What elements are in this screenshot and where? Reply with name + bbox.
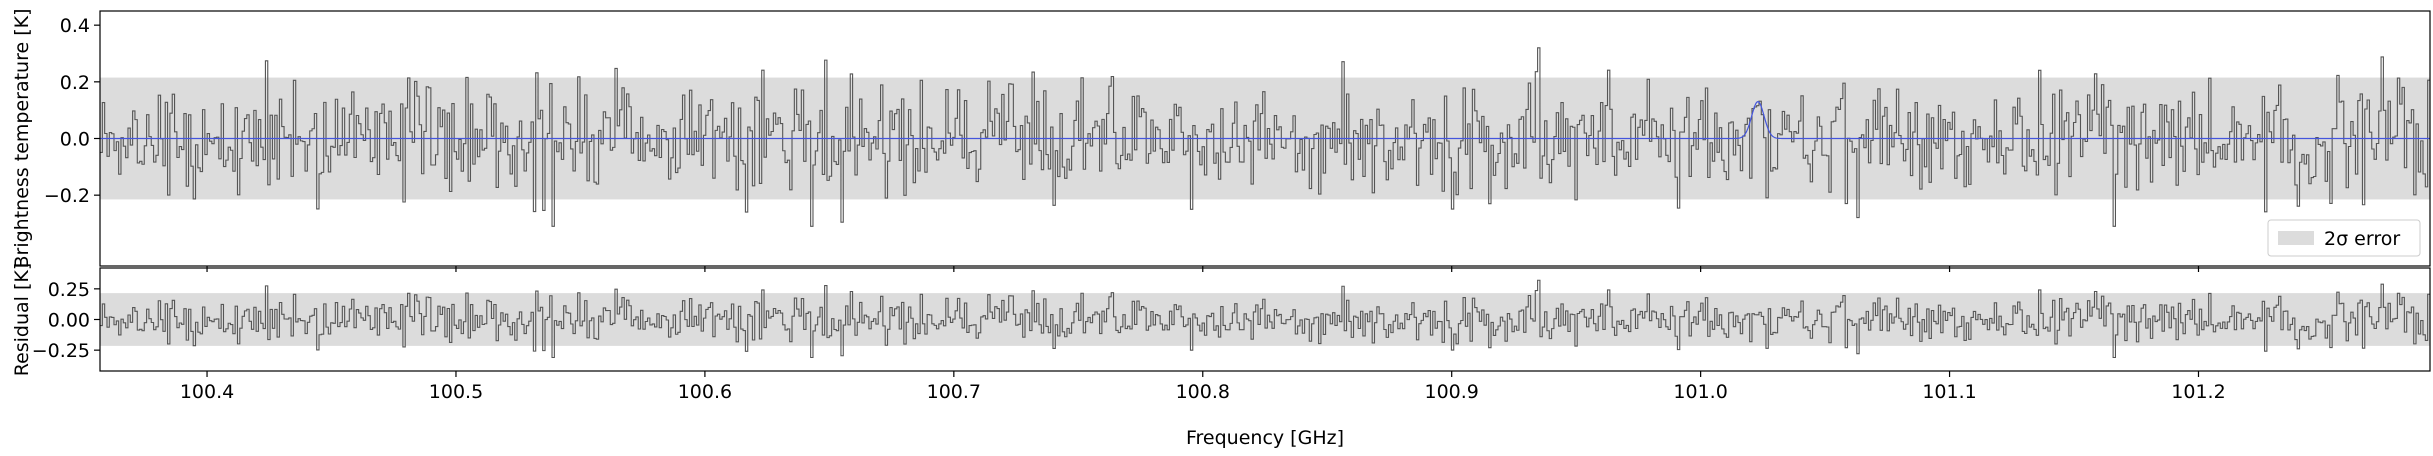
xtick-label: 101.1 [1922, 381, 1976, 403]
xtick-label: 100.9 [1424, 381, 1478, 403]
spectrum-steps [100, 47, 2430, 227]
residual-panel: −0.25 0.00 0.25 100.4 100.5 100.6 100.7 100.8 1… [11, 263, 2431, 449]
legend: 2σ error [2267, 219, 2421, 257]
residual-steps [100, 279, 2430, 359]
legend-swatch [2278, 231, 2314, 245]
xtick-label: 100.5 [429, 381, 483, 403]
xtick-label: 100.7 [927, 381, 981, 403]
xtick-label: 100.8 [1176, 381, 1230, 403]
xtick-label: 100.6 [678, 381, 732, 403]
spectrum-panel: −0.2 0.0 0.2 0.4 Brightness temperature [K]… [11, 9, 2431, 272]
top-ytick-label: 0.2 [60, 72, 90, 94]
top-ytick-label: 0.0 [60, 129, 90, 151]
xtick-label: 100.4 [180, 381, 234, 403]
model-line [100, 101, 2430, 140]
top-ytick-label: 0.4 [60, 15, 90, 37]
legend-frame [2267, 219, 2421, 257]
xtick-label: 101.2 [2171, 381, 2225, 403]
bottom-ytick-label: 0.25 [48, 279, 90, 301]
top-ylabel: Brightness temperature [K] [11, 9, 33, 269]
legend-label: 2σ error [2324, 228, 2400, 250]
bottom-ytick-label: 0.00 [48, 310, 90, 332]
bottom-ylabel: Residual [K] [11, 263, 33, 377]
top-ytick-label: −0.2 [44, 185, 90, 207]
bottom-ytick-label: −0.25 [32, 340, 90, 362]
xtick-label: 101.0 [1673, 381, 1727, 403]
xlabel: Frequency [GHz] [1186, 427, 1344, 449]
